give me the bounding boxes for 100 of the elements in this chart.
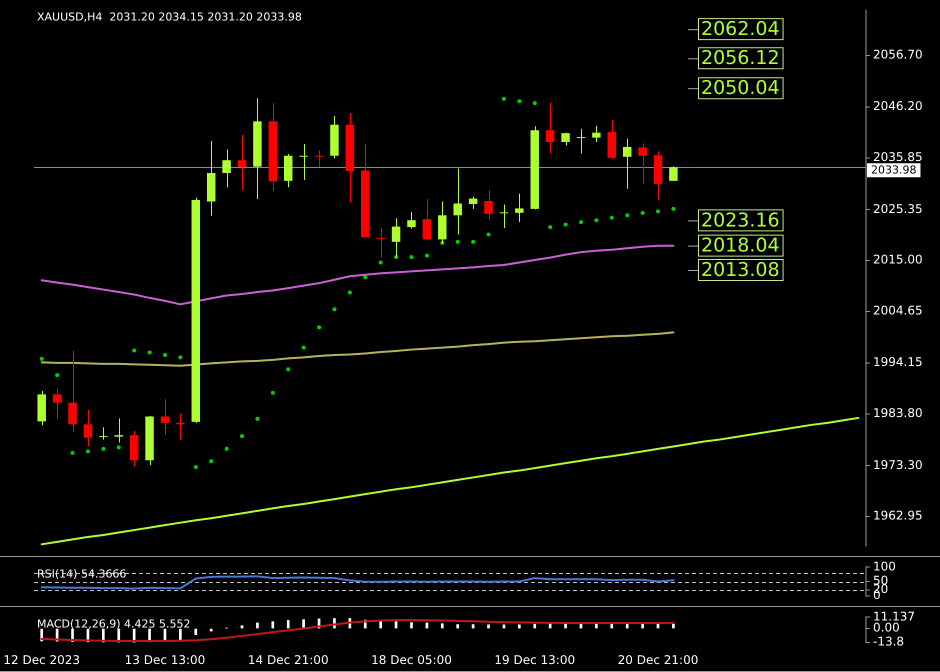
bar (656, 623, 660, 628)
candlestick (114, 418, 123, 444)
candlestick (561, 132, 570, 146)
candlestick (52, 388, 62, 420)
annotation: 2023.16 (701, 209, 780, 232)
point (456, 240, 460, 244)
y-tick-label: 2004.65 (873, 304, 923, 318)
bar (256, 622, 259, 628)
point (578, 220, 583, 224)
x-tick-label: 18 Dec 05:00 (371, 652, 452, 667)
bar (240, 625, 244, 628)
bar (194, 628, 198, 635)
candlestick (84, 410, 92, 447)
bar (179, 628, 182, 640)
point (332, 307, 336, 312)
annotation: 2018.04 (701, 234, 780, 257)
point (302, 346, 306, 350)
bar (487, 624, 490, 628)
point (240, 434, 244, 438)
candlestick (453, 168, 462, 235)
annotation: 2062.04 (701, 18, 780, 40)
point (101, 446, 106, 451)
point (564, 222, 568, 227)
candlestick (68, 350, 77, 433)
point (532, 101, 537, 106)
bar (672, 624, 675, 628)
x-tick-label: 14 Dec 21:00 (248, 652, 329, 667)
chart-title: MACD(12,26,9) 4.425 5.552 (37, 618, 191, 631)
y-tick-label: 1962.95 (873, 508, 923, 523)
point (409, 255, 414, 260)
candlestick (546, 102, 554, 154)
chart-title: XAUUSD,H4 2031.20 2034.15 2031.20 2033.98 (37, 10, 302, 24)
point (209, 459, 214, 464)
x-tick-label: 13 Dec 13:00 (124, 652, 206, 667)
y-tick-label: 11.137 (873, 609, 915, 624)
point (671, 206, 676, 211)
bar (426, 622, 428, 628)
point (40, 356, 44, 361)
annotation: 2050.04 (701, 77, 780, 100)
point (286, 367, 290, 372)
point (255, 416, 260, 421)
point (348, 290, 352, 295)
point (317, 325, 322, 330)
y-tick-label: 2025.35 (873, 202, 923, 216)
y-tick-label: 1983.80 (873, 406, 923, 420)
point (55, 373, 60, 378)
candlestick (407, 211, 416, 230)
point (224, 446, 229, 451)
candlestick (468, 196, 478, 210)
point (70, 450, 75, 455)
candlestick (638, 142, 647, 185)
bar (394, 621, 398, 628)
candlestick (422, 198, 432, 241)
point (148, 350, 152, 355)
y-tick-label: -13.8 (873, 634, 904, 649)
candlestick (669, 166, 678, 182)
bar (286, 620, 290, 628)
y-tick-label: 100 (873, 559, 896, 574)
candlestick (392, 218, 400, 258)
candlestick (592, 125, 601, 143)
bar (502, 624, 506, 628)
point (424, 254, 429, 258)
point (640, 210, 645, 215)
x-tick-label: 19 Dec 13:00 (494, 652, 576, 667)
point (517, 99, 522, 104)
point (625, 213, 630, 218)
point (270, 390, 275, 395)
candlestick (484, 190, 493, 221)
x-tick-label: 12 Dec 2023 (3, 652, 80, 667)
candlestick (238, 134, 246, 191)
candlestick (222, 148, 231, 188)
point (548, 225, 552, 230)
bar (533, 624, 536, 628)
y-tick-label: 2056.70 (873, 48, 923, 62)
y-tick-label: 1973.30 (873, 458, 923, 472)
bar (472, 624, 474, 628)
point (162, 352, 167, 357)
bar (456, 624, 460, 628)
y-tick-label: 0.00 (873, 620, 900, 635)
candlestick (622, 138, 632, 190)
candlestick (515, 193, 524, 223)
point (656, 209, 660, 214)
point (378, 260, 383, 265)
candlestick (99, 426, 108, 440)
point (471, 240, 476, 244)
candlestick (176, 413, 185, 441)
bar (210, 628, 213, 632)
y-tick-label: 2015.00 (873, 252, 923, 267)
bar (271, 621, 274, 628)
point (194, 465, 198, 470)
point (178, 355, 182, 360)
point (132, 348, 136, 353)
annotation: 2056.12 (701, 47, 780, 70)
candlestick (576, 128, 586, 154)
point (594, 218, 598, 222)
candlestick (500, 204, 508, 229)
bar (518, 624, 521, 628)
ref-line-label: 2033.98 (871, 164, 916, 177)
point (116, 445, 121, 450)
point (486, 232, 491, 236)
